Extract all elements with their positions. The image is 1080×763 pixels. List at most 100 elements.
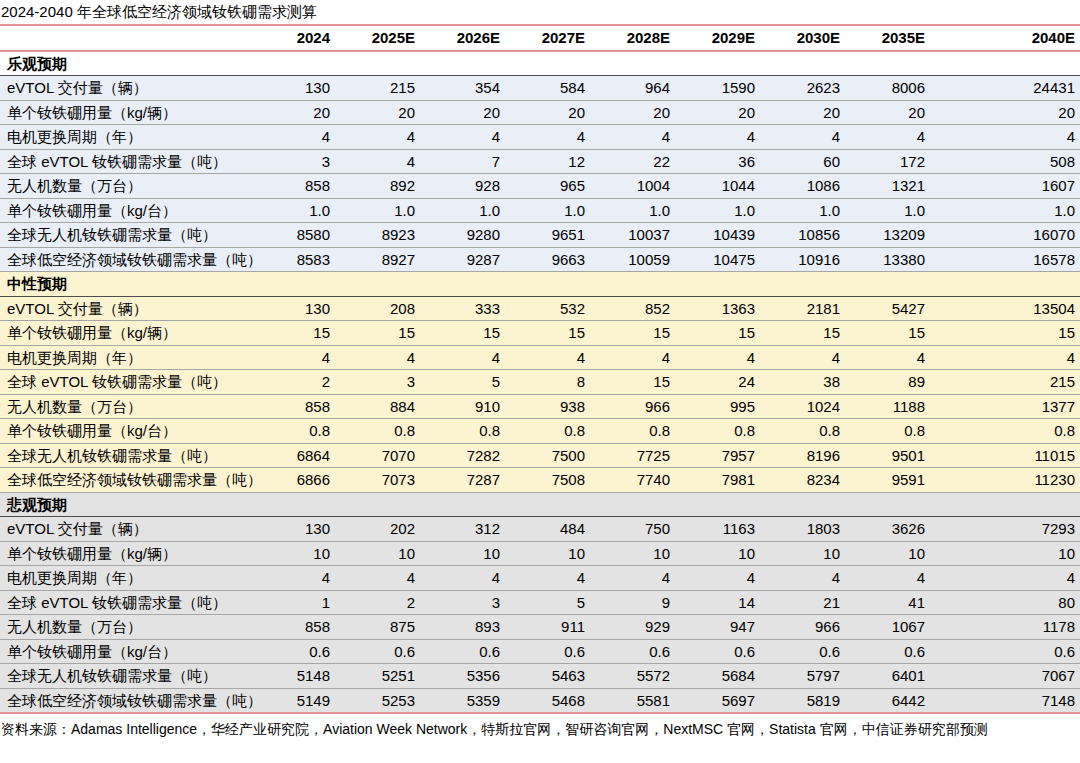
cell-value: 4 [930, 566, 1080, 591]
table-row: 全球 eVTOL 钕铁硼需求量（吨）1235914214180 [0, 590, 1080, 615]
cell-value: 1607 [930, 174, 1080, 199]
cell-value: 911 [505, 615, 590, 640]
cell-value: 0.8 [760, 419, 845, 444]
cell-value: 1377 [930, 394, 1080, 419]
cell-value: 11230 [930, 468, 1080, 493]
cell-value: 1.0 [250, 198, 335, 223]
cell-value: 8234 [760, 468, 845, 493]
cell-value: 1.0 [590, 198, 675, 223]
table-row: 全球 eVTOL 钕铁硼需求量（吨）34712223660172508 [0, 149, 1080, 174]
cell-value: 15 [420, 321, 505, 346]
cell-value: 892 [335, 174, 420, 199]
cell-value: 333 [420, 296, 505, 321]
column-header-2030E: 2030E [760, 26, 845, 51]
cell-value: 4 [845, 566, 930, 591]
cell-value: 1004 [590, 174, 675, 199]
cell-value: 16578 [930, 247, 1080, 272]
cell-value: 15 [590, 370, 675, 395]
row-label: 无人机数量（万台） [0, 615, 250, 640]
table-row: 单个钕铁硼用量（kg/辆）101010101010101010 [0, 541, 1080, 566]
cell-value: 15 [335, 321, 420, 346]
cell-value: 10 [760, 541, 845, 566]
column-header-2027E: 2027E [505, 26, 590, 51]
section-header-optimistic: 乐观预期 [0, 51, 1080, 76]
cell-value: 10 [930, 541, 1080, 566]
cell-value: 3626 [845, 517, 930, 542]
cell-value: 966 [590, 394, 675, 419]
cell-value: 15 [250, 321, 335, 346]
cell-value: 1 [250, 590, 335, 615]
cell-value: 0.8 [505, 419, 590, 444]
cell-value: 15 [760, 321, 845, 346]
cell-value: 7073 [335, 468, 420, 493]
cell-value: 5251 [335, 664, 420, 689]
cell-value: 947 [675, 615, 760, 640]
cell-value: 5356 [420, 664, 505, 689]
cell-value: 9651 [505, 223, 590, 248]
section-title: 悲观预期 [0, 492, 1080, 517]
cell-value: 7740 [590, 468, 675, 493]
cell-value: 9287 [420, 247, 505, 272]
cell-value: 1044 [675, 174, 760, 199]
cell-value: 5427 [845, 296, 930, 321]
cell-value: 10856 [760, 223, 845, 248]
cell-value: 4 [760, 125, 845, 150]
cell-value: 0.8 [930, 419, 1080, 444]
cell-value: 0.8 [335, 419, 420, 444]
cell-value: 312 [420, 517, 505, 542]
table-row: eVTOL 交付量（辆）1302153545849641590262380062… [0, 76, 1080, 101]
cell-value: 20 [760, 100, 845, 125]
cell-value: 1803 [760, 517, 845, 542]
table-row: 全球无人机钕铁硼需求量（吨）51485251535654635572568457… [0, 664, 1080, 689]
row-label: 电机更换周期（年） [0, 345, 250, 370]
table-row: eVTOL 交付量（辆）1302083335328521363218154271… [0, 296, 1080, 321]
cell-value: 12 [505, 149, 590, 174]
cell-value: 875 [335, 615, 420, 640]
cell-value: 4 [250, 345, 335, 370]
cell-value: 7293 [930, 517, 1080, 542]
cell-value: 8583 [250, 247, 335, 272]
cell-value: 893 [420, 615, 505, 640]
row-label: 全球无人机钕铁硼需求量（吨） [0, 443, 250, 468]
cell-value: 38 [760, 370, 845, 395]
cell-value: 4 [505, 566, 590, 591]
cell-value: 16070 [930, 223, 1080, 248]
cell-value: 10037 [590, 223, 675, 248]
cell-value: 0.8 [250, 419, 335, 444]
cell-value: 4 [675, 345, 760, 370]
cell-value: 2181 [760, 296, 845, 321]
cell-value: 3 [420, 590, 505, 615]
cell-value: 5819 [760, 688, 845, 713]
cell-value: 215 [335, 76, 420, 101]
table-row: 全球低空经济领域钕铁硼需求量（吨）68667073728775087740798… [0, 468, 1080, 493]
cell-value: 7500 [505, 443, 590, 468]
cell-value: 41 [845, 590, 930, 615]
cell-value: 21 [760, 590, 845, 615]
cell-value: 8196 [760, 443, 845, 468]
cell-value: 995 [675, 394, 760, 419]
cell-value: 0.8 [590, 419, 675, 444]
cell-value: 858 [250, 174, 335, 199]
cell-value: 20 [250, 100, 335, 125]
cell-value: 7148 [930, 688, 1080, 713]
cell-value: 0.6 [675, 639, 760, 664]
cell-value: 5 [420, 370, 505, 395]
column-header-2040E: 2040E [930, 26, 1080, 51]
row-label: 单个钕铁硼用量（kg/台） [0, 419, 250, 444]
cell-value: 7070 [335, 443, 420, 468]
cell-value: 215 [930, 370, 1080, 395]
cell-value: 0.6 [505, 639, 590, 664]
cell-value: 965 [505, 174, 590, 199]
cell-value: 0.6 [590, 639, 675, 664]
cell-value: 10 [505, 541, 590, 566]
column-header-2024: 2024 [250, 26, 335, 51]
cell-value: 10 [590, 541, 675, 566]
column-header-2026E: 2026E [420, 26, 505, 51]
cell-value: 7282 [420, 443, 505, 468]
table-row: 无人机数量（万台）8588929289651004104410861321160… [0, 174, 1080, 199]
cell-value: 4 [420, 566, 505, 591]
cell-value: 484 [505, 517, 590, 542]
cell-value: 15 [505, 321, 590, 346]
cell-value: 4 [930, 345, 1080, 370]
cell-value: 80 [930, 590, 1080, 615]
